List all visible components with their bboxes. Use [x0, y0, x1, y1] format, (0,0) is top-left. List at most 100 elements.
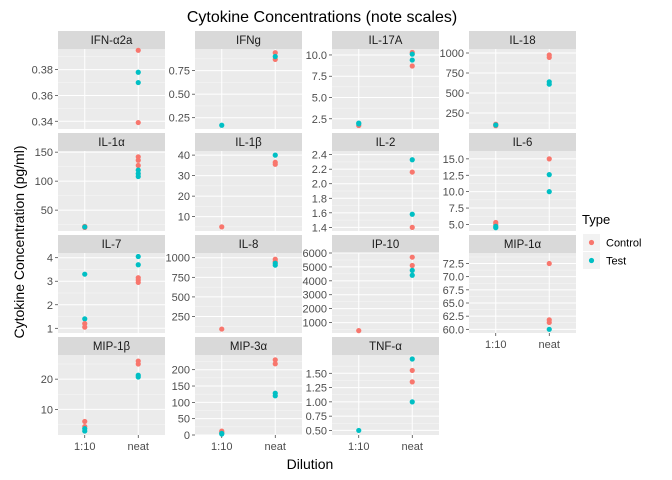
y-tick-label: 20	[178, 191, 190, 203]
facet-panel-ip-10: IP-10 1000 2000 3000 4000 5000 6000	[303, 235, 439, 334]
panel-background	[58, 355, 165, 435]
panel-background	[195, 151, 302, 231]
y-tick-label: 50	[41, 205, 53, 217]
y-tick-label: 5000	[303, 262, 327, 274]
data-point-test	[409, 399, 415, 405]
data-point-control	[546, 156, 552, 162]
panel-background	[469, 49, 576, 129]
facet-panel-ifng: IFNg 0.25 0.50 0.75	[169, 31, 302, 129]
y-tick-label: 10.0	[443, 187, 464, 199]
data-point-control	[135, 361, 141, 367]
y-tick-label: 65.0	[443, 298, 464, 310]
data-point-control	[135, 119, 141, 126]
data-point-control	[135, 162, 141, 169]
facet-strip	[58, 133, 165, 151]
data-point-control	[409, 379, 415, 385]
data-point-test	[409, 51, 415, 57]
y-tick-label: 50	[178, 414, 190, 426]
data-point-control	[356, 328, 362, 334]
data-point-control	[546, 260, 552, 267]
facet-strip	[469, 31, 576, 49]
panel-background	[195, 253, 302, 333]
y-tick-label: 67.5	[443, 285, 464, 297]
legend: Type Control Test	[582, 212, 641, 269]
facet-panel-il-7: IL-7 1 2 3 4	[47, 235, 165, 335]
panel-background	[195, 355, 302, 435]
facet-strip	[332, 235, 439, 253]
facet-strip	[58, 337, 165, 355]
facet-panel-il-2: IL-2 1.4 1.6 1.8 2.0 2.2 2.4	[312, 133, 439, 234]
y-tick-label: 0.36	[32, 90, 53, 102]
legend-key-test	[588, 257, 595, 264]
facet-panel-il-6: IL-6 5.0 7.5 10.0 12.5 15.0	[443, 133, 576, 231]
data-point-test	[135, 69, 141, 75]
data-point-test	[219, 122, 225, 128]
y-tick-label: 60.0	[443, 324, 464, 336]
data-point-control	[409, 367, 415, 374]
data-point-control	[409, 169, 415, 175]
data-point-test	[219, 431, 225, 437]
facet-strip	[195, 133, 302, 151]
data-point-test	[356, 427, 362, 434]
legend-title: Type	[582, 212, 610, 227]
y-tick-label: 0.38	[32, 65, 53, 77]
x-tick-label: neat	[539, 339, 560, 351]
panel-background	[332, 355, 439, 435]
y-tick-label: 2.5	[312, 114, 327, 126]
x-tick-label: 1:10	[211, 441, 232, 453]
y-tick-label: 20	[41, 374, 53, 386]
y-axis-title: Cytokine Concentration (pg/ml)	[11, 146, 27, 339]
y-tick-label: 0.50	[169, 89, 190, 101]
facet-strip-label: IL-1α	[98, 137, 125, 149]
y-tick-label: 7.5	[449, 203, 464, 215]
x-axis-title: Dilution	[287, 456, 334, 472]
data-point-test	[135, 262, 141, 268]
facet-strip-label: IP-10	[372, 239, 400, 251]
data-point-control	[135, 279, 141, 286]
facet-strip	[469, 133, 576, 151]
data-point-test	[409, 267, 415, 273]
y-tick-label: 2.0	[312, 179, 327, 191]
y-tick-label: 100	[35, 176, 53, 188]
facet-strip-label: IL-7	[102, 239, 122, 251]
data-point-test	[356, 121, 362, 127]
data-point-test	[409, 211, 415, 217]
data-point-control	[409, 224, 415, 230]
facet-strip-label: IFN-α2a	[91, 35, 133, 47]
data-point-test	[135, 253, 141, 260]
y-tick-label: 200	[172, 365, 190, 377]
facet-strip	[195, 235, 302, 253]
y-tick-label: 1000	[440, 48, 464, 60]
data-point-test	[493, 225, 499, 231]
facet-panel-ifn-2a: IFN-α2a 0.34 0.36 0.38	[32, 31, 165, 129]
panel-background	[469, 253, 576, 333]
data-point-test	[546, 81, 552, 87]
y-tick-label: 40	[178, 150, 190, 162]
y-tick-label: 1.4	[312, 222, 327, 234]
facet-strip-label: IL-17A	[369, 35, 403, 47]
data-point-test	[82, 224, 88, 230]
facet-strip-label: MIP-3α	[230, 341, 268, 353]
facet-panel-mip-1: MIP-1α 60.062.565.067.570.072.5 1:10 neat	[443, 235, 576, 351]
facet-strip-label: TNF-α	[369, 341, 402, 353]
data-point-test	[409, 356, 415, 362]
facet-strip	[332, 31, 439, 49]
facet-panel-il-1: IL-1β 10 20 30 40	[178, 133, 302, 231]
data-point-control	[272, 361, 278, 367]
data-point-control	[272, 161, 278, 167]
y-tick-label: 5.0	[312, 93, 327, 105]
y-tick-label: 1	[47, 323, 53, 335]
y-tick-label: 5.0	[449, 219, 464, 231]
panel-background	[58, 49, 165, 129]
y-tick-label: 12.5	[443, 170, 464, 182]
data-point-control	[82, 418, 88, 425]
facet-strip	[58, 31, 165, 49]
y-tick-label: 62.5	[443, 311, 464, 323]
y-tick-label: 500	[446, 88, 464, 100]
facet-strip-label: IL-1β	[235, 137, 262, 149]
x-tick-label: 1:10	[348, 441, 369, 453]
facet-strip-label: MIP-1β	[93, 341, 131, 353]
y-tick-label: 1.6	[312, 208, 327, 220]
data-point-test	[82, 271, 88, 277]
data-point-control	[409, 63, 415, 69]
